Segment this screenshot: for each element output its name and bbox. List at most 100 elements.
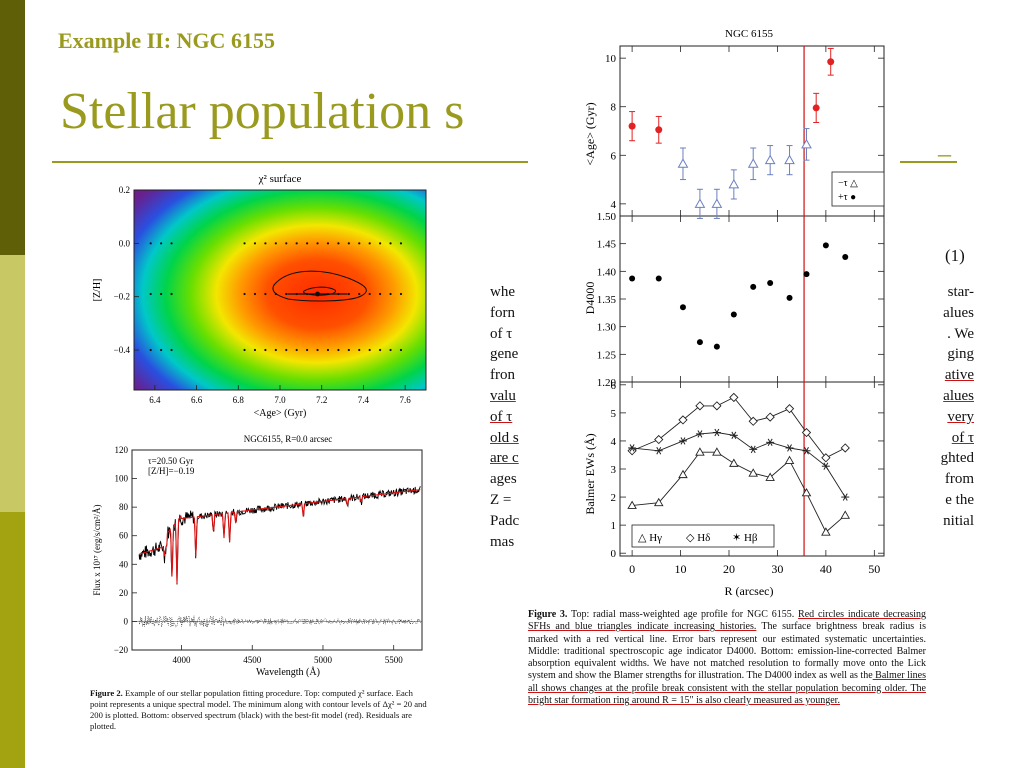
spectrum-xlabel: Wavelength (Å) (256, 666, 320, 678)
y-tick-label: 1.20 (597, 377, 617, 389)
hbeta-stroke (714, 428, 720, 437)
hgamma-point (801, 487, 812, 497)
model-point (160, 292, 163, 296)
y-tick-label: 1.45 (597, 239, 617, 251)
balmer-legend-hb: ✶ Hβ (732, 532, 758, 544)
age-panel: 10 8 6 4 (605, 45, 885, 217)
age-point-increasing (747, 158, 759, 168)
profile-xlabel: R (arcsec) (725, 584, 774, 598)
hdelta-point (678, 415, 688, 425)
d4000-point (803, 271, 810, 278)
paper-text-fragment: ghted (940, 450, 974, 467)
x-tick-label: 10 (675, 562, 687, 576)
y-tick-label: 6 (611, 150, 617, 162)
hdelta-point (729, 392, 739, 403)
y-tick-label: 10 (605, 53, 617, 65)
model-point (274, 242, 277, 245)
hdelta-point (654, 434, 664, 445)
hbeta-point (695, 430, 704, 438)
d4000-point (842, 253, 849, 260)
hbeta-stroke (842, 493, 848, 501)
balmer-line-Hβ (632, 432, 846, 498)
hbeta-stroke (697, 430, 703, 438)
y-tick-label: 5 (611, 408, 617, 420)
observed-spectrum-line (138, 486, 421, 585)
x-tick-label: 5000 (314, 655, 333, 665)
model-point (399, 348, 403, 352)
hgamma-point (765, 472, 775, 481)
hbeta-point (749, 445, 758, 454)
y-tick-label: 4 (611, 199, 617, 211)
spectrum-chart: NGC6155, R=0.0 arcsec 4000 4500 5000 5500 12… (92, 434, 423, 678)
model-point (306, 242, 309, 245)
fig3-caption-highlight-2: Balmer lines all shows changes at the pr… (528, 670, 926, 707)
hbeta-point (802, 447, 811, 455)
y-tick-label: 1.30 (597, 322, 617, 334)
hbeta-point (678, 437, 687, 445)
d4000-point (730, 311, 737, 318)
model-point (368, 348, 371, 352)
paper-text-fragment: Z = (490, 492, 512, 508)
stripe-middle (0, 255, 25, 512)
hgamma-point (729, 458, 739, 467)
slide-subtitle: Example II: NGC 6155 (58, 28, 275, 53)
model-point (170, 348, 173, 352)
x-tick-label: 6.8 (233, 395, 245, 405)
paper-text-fragment: star- (947, 284, 974, 300)
age-point-increasing (784, 154, 795, 165)
paper-text-fragment: valu (490, 388, 516, 404)
fig3-caption-pre: Top: radial mass-weighted age profile fo… (567, 609, 799, 620)
hgamma-point (678, 469, 688, 479)
model-point (295, 348, 298, 352)
paper-text-fragment: e the (945, 492, 974, 508)
age-point-decreasing (812, 104, 820, 112)
model-point (389, 292, 392, 296)
d4000-point (767, 279, 774, 286)
d4000-point (786, 294, 793, 301)
hbeta-point (654, 447, 663, 455)
age-point-increasing (711, 198, 723, 208)
x-tick-label: 0 (629, 562, 635, 576)
profile-chart: NGC 6155 108641.501.451.401.351.301.251.… (528, 20, 900, 610)
age-ylabel: <Age> (Gyr) (583, 102, 597, 165)
model-point (399, 242, 403, 245)
y-tick-label: 0.0 (119, 238, 131, 248)
title-dash: – (938, 139, 951, 168)
paper-text-fragment: of τ (490, 325, 513, 342)
x-tick-label: 7.4 (358, 395, 370, 405)
paper-text-fragment: old s (490, 429, 519, 446)
age-legend-neg: −τ △ (838, 178, 858, 189)
model-point (285, 242, 288, 245)
model-point (170, 242, 173, 245)
model-point (337, 348, 340, 352)
y-tick-label: 1 (611, 520, 617, 532)
hbeta-stroke (656, 447, 662, 455)
model-point (358, 292, 361, 296)
hbeta-stroke (787, 444, 792, 452)
model-point (358, 348, 361, 352)
residuals-line (138, 615, 421, 628)
y-tick-label: 6 (611, 380, 617, 392)
d4000-point (822, 242, 829, 249)
equation-number: (1) (945, 246, 965, 265)
paper-text-fragment: alues (943, 388, 974, 404)
spectrum-annotation-2: [Z/H]=−0.19 (148, 466, 195, 476)
hbeta-point (821, 462, 830, 470)
balmer-legend-hg: △ Hγ (638, 532, 662, 544)
paper-text-fragment: . We (947, 325, 974, 342)
y-tick-label: 120 (115, 445, 129, 455)
paper-text-fragment: ging (947, 346, 974, 363)
model-point (379, 242, 382, 245)
stripe-top (0, 0, 25, 255)
y-tick-label: 2 (611, 492, 617, 504)
paper-text-fragment: Padc (490, 512, 520, 529)
model-point (149, 348, 152, 352)
model-point (170, 292, 173, 296)
hbeta-point (712, 428, 721, 437)
x-tick-label: 7.2 (316, 395, 327, 405)
model-point (389, 348, 392, 352)
model-point (160, 348, 163, 352)
d4000-point (655, 275, 662, 282)
hbeta-point (766, 438, 775, 447)
model-point (326, 348, 330, 352)
